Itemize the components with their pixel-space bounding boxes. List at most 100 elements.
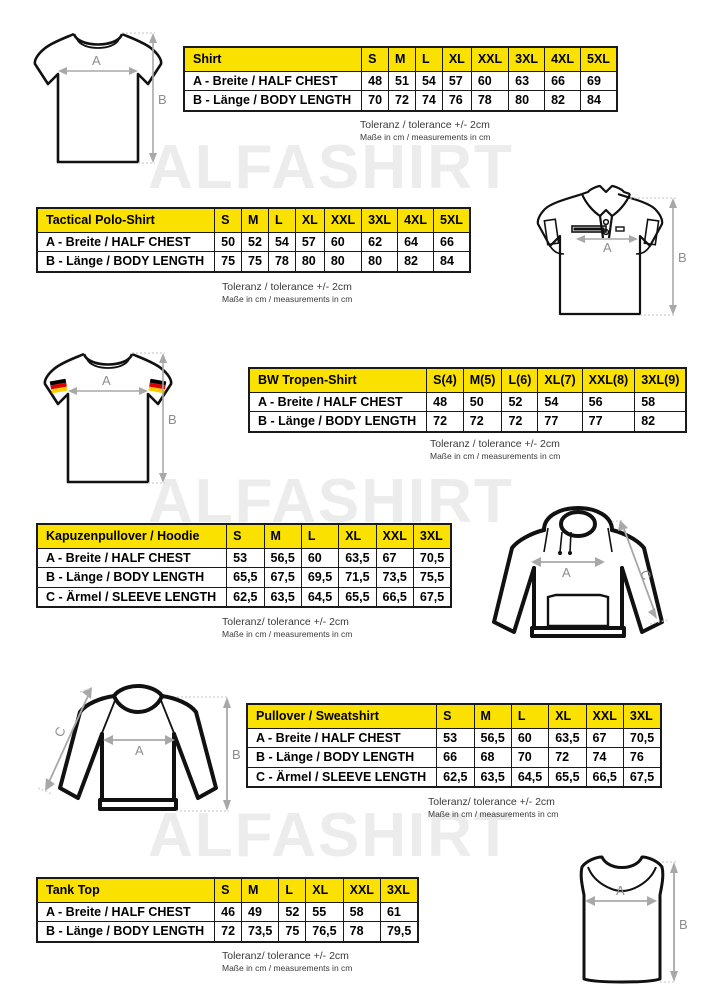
measurement-value: 61 <box>379 901 419 922</box>
chest-patch-icon <box>571 225 607 233</box>
dim-label-c: C <box>51 724 69 739</box>
size-column-header: XXL <box>323 207 363 233</box>
table-row: B - Länge / BODY LENGTH 65,5 67,5 69,5 71,5 7… <box>36 567 452 588</box>
measurement-label: C - Ärmel / SLEEVE LENGTH <box>246 766 438 788</box>
size-column-header: S <box>436 703 475 729</box>
size-table-pullover-sweatshirt: Pullover / Sweatshirt S M L XL XXL 3XL A - Brei… <box>246 703 663 788</box>
measurement-value: 71,5 <box>338 567 377 588</box>
measurements-note: Maße in cm / measurements in cm <box>430 451 561 462</box>
table-row: B - Länge / BODY LENGTH 66 68 70 72 74 76 <box>246 747 662 768</box>
measurement-value: 67,5 <box>263 567 302 588</box>
size-table-bw-tropen-shirt: BW Tropen-Shirt S(4) M(5) L(6) XL(7) XXL(8) 3X… <box>248 367 688 433</box>
t-shirt-illustration: A B <box>22 22 174 174</box>
size-column-header: L <box>414 46 443 72</box>
measurement-value: 84 <box>433 251 471 272</box>
size-column-header: XXL <box>342 877 381 903</box>
table-note-kapuzenpullover-hoodie: Toleranz/ tolerance +/- 2cm Maße in cm /… <box>222 616 352 640</box>
size-table-tank-top: Tank Top S M L XL XXL 3XL A - Breite / HALF CHE… <box>36 877 420 943</box>
size-column-header: S(4) <box>426 367 464 393</box>
measurements-note: Maße in cm / measurements in cm <box>428 809 559 820</box>
measurement-value: 72 <box>214 921 243 942</box>
measurement-value: 60 <box>470 70 510 91</box>
measurement-value: 65,5 <box>548 766 587 788</box>
table-title: BW Tropen-Shirt <box>248 367 428 393</box>
size-column-header: 4XL <box>397 207 435 233</box>
measurement-value: 52 <box>278 901 307 922</box>
sweatshirt-illustration: A B C <box>22 672 248 824</box>
measurement-value: 75,5 <box>412 567 452 588</box>
dim-label-b: B <box>678 250 687 265</box>
measurement-value: 62,5 <box>226 586 265 608</box>
tropen-shirt-illustration: A B <box>22 342 194 494</box>
german-flag-patch-icon <box>148 378 167 394</box>
measurement-value: 50 <box>214 231 243 252</box>
size-column-header: 4XL <box>544 46 582 72</box>
kangaroo-pocket-icon <box>546 593 610 628</box>
measurement-value: 52 <box>501 391 539 412</box>
size-column-header: S <box>361 46 390 72</box>
table-row: C - Ärmel / SLEEVE LENGTH 62,5 63,5 64,5 65,… <box>246 766 662 788</box>
hoodie-illustration: A C <box>482 502 692 648</box>
measurement-value: 50 <box>462 391 503 412</box>
measurement-value: 63 <box>508 70 546 91</box>
size-column-header: XL <box>338 523 377 549</box>
size-column-header: S <box>226 523 265 549</box>
table-note-tactical-polo-shirt: Toleranz / tolerance +/- 2cm Maße in cm … <box>222 281 352 305</box>
table-title: Kapuzenpullover / Hoodie <box>36 523 228 549</box>
measurement-value: 55 <box>305 901 344 922</box>
measurement-label: A - Breite / HALF CHEST <box>248 391 428 412</box>
measurement-value: 78 <box>470 90 510 111</box>
table-note-shirt: Toleranz / tolerance +/- 2cm Maße in cm … <box>360 119 490 143</box>
measurement-value: 57 <box>441 70 472 91</box>
size-column-header: M <box>388 46 416 72</box>
size-column-header: XXL <box>585 703 624 729</box>
size-column-header: M <box>241 877 280 903</box>
german-flag-patch-icon <box>49 378 68 394</box>
measurement-value: 73,5 <box>241 921 280 942</box>
tolerance-note: Toleranz/ tolerance +/- 2cm <box>222 616 349 628</box>
tolerance-note: Toleranz / tolerance +/- 2cm <box>360 119 490 131</box>
size-column-header: M <box>473 703 512 729</box>
measurement-value: 76,5 <box>305 921 344 942</box>
measurement-value: 69 <box>580 70 618 91</box>
measurement-value: 65,5 <box>338 586 377 608</box>
size-column-header: 3XL <box>379 877 419 903</box>
size-table-kapuzenpullover-hoodie: Kapuzenpullover / Hoodie S M L XL XXL 3XL A - B… <box>36 523 453 608</box>
measurement-label: A - Breite / HALF CHEST <box>36 231 216 252</box>
measurement-value: 63,5 <box>548 727 587 748</box>
measurement-value: 80 <box>323 251 363 272</box>
size-table-shirt: Shirt S M L XL XXL 3XL 4XL 5XL A - Breite / HALF … <box>183 46 618 112</box>
measurement-value: 63,5 <box>473 766 512 788</box>
measurement-value: 62,5 <box>436 766 475 788</box>
measurement-value: 66 <box>433 231 471 252</box>
measurement-label: A - Breite / HALF CHEST <box>183 70 363 91</box>
size-column-header: XXL <box>470 46 510 72</box>
measurement-value: 54 <box>414 70 443 91</box>
measurement-value: 64 <box>397 231 435 252</box>
measurement-value: 68 <box>473 747 512 768</box>
table-title: Pullover / Sweatshirt <box>246 703 438 729</box>
measurements-note: Maße in cm / measurements in cm <box>222 294 353 305</box>
measurement-value: 54 <box>267 231 296 252</box>
size-column-header: S <box>214 877 243 903</box>
measurement-value: 75 <box>214 251 243 272</box>
table-row: B - Länge / BODY LENGTH 75 75 78 80 80 80 82 84 <box>36 251 471 272</box>
dim-label-a: A <box>135 743 144 758</box>
size-column-header: L <box>267 207 296 233</box>
size-column-header: L(6) <box>501 367 539 393</box>
table-row: A - Breite / HALF CHEST 48 51 54 57 60 63 66 69 <box>183 70 618 91</box>
tolerance-note: Toleranz / tolerance +/- 2cm <box>430 438 560 450</box>
size-column-header: L <box>278 877 307 903</box>
measurement-value: 54 <box>537 391 583 412</box>
size-column-header: S <box>214 207 243 233</box>
measurement-value: 72 <box>548 747 587 768</box>
measurement-value: 75 <box>278 921 307 942</box>
measurement-value: 79,5 <box>379 921 419 942</box>
measurement-value: 48 <box>426 391 464 412</box>
measurement-label: A - Breite / HALF CHEST <box>36 547 228 568</box>
table-row: B - Länge / BODY LENGTH 72 73,5 75 76,5 78 79,… <box>36 921 419 942</box>
measurement-label: B - Länge / BODY LENGTH <box>36 251 216 272</box>
measurement-value: 72 <box>462 411 503 432</box>
measurement-value: 78 <box>267 251 296 272</box>
